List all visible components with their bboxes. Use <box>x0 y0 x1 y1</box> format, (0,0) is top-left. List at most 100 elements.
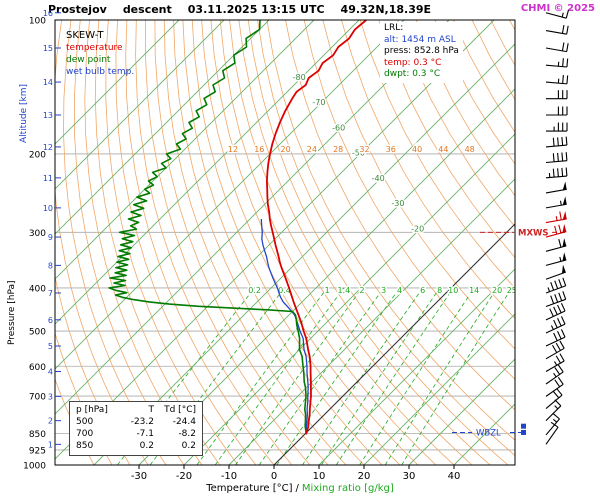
svg-text:0: 0 <box>271 471 277 482</box>
station-name: Prostejov <box>48 3 107 16</box>
wind-barbs <box>545 9 570 445</box>
temperature-axis-caption: Temperature [°C] <box>206 483 293 494</box>
svg-text:MXWS: MXWS <box>518 228 549 238</box>
svg-text:-30: -30 <box>131 471 147 482</box>
svg-text:28: 28 <box>333 145 343 154</box>
svg-text:100: 100 <box>29 17 46 27</box>
svg-text:1000: 1000 <box>23 462 46 472</box>
svg-text:-80: -80 <box>293 73 306 82</box>
table-header-row: p [hPa] T Td [°C] <box>76 404 196 416</box>
svg-text:11: 11 <box>43 174 53 183</box>
svg-text:850: 850 <box>29 430 46 440</box>
dewpoint-curve <box>108 20 308 435</box>
svg-text:500: 500 <box>29 328 46 338</box>
level-markers: MXWS WBZL <box>452 228 566 438</box>
svg-text:4: 4 <box>397 286 402 295</box>
watermark: CHMI © 2025 <box>520 3 595 14</box>
svg-text:30: 30 <box>403 471 416 482</box>
x-axis-caption: Temperature [°C] / Mixing ratio [g/kg] <box>0 483 600 494</box>
table-cell: 0.2 <box>139 441 154 451</box>
svg-text:5: 5 <box>48 342 53 351</box>
svg-text:10: 10 <box>313 471 326 482</box>
svg-text:WBZL: WBZL <box>476 428 501 438</box>
svg-text:14: 14 <box>43 78 53 87</box>
svg-text:12: 12 <box>43 143 53 152</box>
legend-item: temperature <box>66 43 123 53</box>
svg-text:20: 20 <box>281 145 291 154</box>
chart-legend-items: temperature dew point wet bulb temp. <box>66 42 134 78</box>
svg-text:0.2: 0.2 <box>248 286 261 295</box>
table-cell: Td [°C] <box>164 405 196 415</box>
svg-text:925: 925 <box>29 446 46 456</box>
svg-text:36: 36 <box>386 145 396 154</box>
svg-text:2: 2 <box>360 286 365 295</box>
table-cell: T <box>148 405 155 415</box>
sounding-table: p [hPa] T Td [°C] 500 -23.2 -24.4 700 -7.1 -8.2 8… <box>69 401 203 456</box>
svg-text:700: 700 <box>29 393 46 403</box>
svg-text:40: 40 <box>448 471 461 482</box>
info-line: temp: 0.3 °C <box>384 57 442 68</box>
svg-text:300: 300 <box>29 229 46 239</box>
svg-text:400: 400 <box>29 284 46 294</box>
svg-text:-40: -40 <box>372 174 385 183</box>
svg-text:600: 600 <box>29 363 46 373</box>
svg-text:-20: -20 <box>176 471 192 482</box>
svg-text:-30: -30 <box>391 199 404 208</box>
lrl-info-lines: alt: 1454 m ASL press: 852.8 hPa temp: 0.3… <box>384 35 459 81</box>
svg-text:6: 6 <box>48 316 53 325</box>
svg-text:12: 12 <box>228 145 238 154</box>
svg-text:3: 3 <box>381 286 386 295</box>
page-title: Prostejov descent 03.11.2025 13:15 UTC 49.3… <box>48 3 431 16</box>
table-cell: -24.4 <box>172 417 196 427</box>
info-line: dwpt: 0.3 °C <box>384 69 441 79</box>
svg-text:20: 20 <box>492 286 502 295</box>
table-cell: -23.2 <box>130 417 154 427</box>
svg-text:16: 16 <box>254 145 264 154</box>
pressure-axis-label: Pressure [hPa] <box>7 280 17 345</box>
table-cell: -7.1 <box>136 429 154 439</box>
svg-text:1: 1 <box>48 440 53 449</box>
station-coords: 49.32N,18.39E <box>340 3 432 16</box>
wetbulb-curve <box>260 218 309 435</box>
svg-text:2: 2 <box>48 417 53 426</box>
axes: 1002003004005006007008509251000123456789… <box>23 9 460 482</box>
svg-text:-50: -50 <box>352 149 365 158</box>
svg-text:14: 14 <box>469 286 479 295</box>
mixing-ratio-lines <box>117 287 513 465</box>
legend-item: wet bulb temp. <box>66 67 135 77</box>
svg-text:8: 8 <box>48 261 53 270</box>
legend-heading: SKEW-T <box>66 30 104 41</box>
svg-text:10: 10 <box>448 286 458 295</box>
svg-text:24: 24 <box>307 145 317 154</box>
svg-text:-70: -70 <box>312 98 325 107</box>
svg-text:20: 20 <box>358 471 371 482</box>
table-cell: -8.2 <box>178 429 196 439</box>
svg-text:7: 7 <box>48 289 53 298</box>
sounding-type: descent <box>122 3 172 16</box>
svg-text:9: 9 <box>48 233 53 242</box>
info-line: alt: 1454 m ASL <box>384 34 456 45</box>
svg-text:4: 4 <box>48 367 53 376</box>
dry-adiabats <box>55 20 515 465</box>
altitude-axis-label: Altitude [km] <box>19 83 29 143</box>
svg-text:32: 32 <box>359 145 369 154</box>
table-cell: 850 <box>76 441 94 451</box>
svg-text:1.4: 1.4 <box>337 286 350 295</box>
mixing-ratio-caption: Mixing ratio [g/kg] <box>301 483 394 494</box>
svg-text:16: 16 <box>43 9 53 18</box>
chart-legend: SKEW-T temperature dew point wet bulb temp… <box>66 30 134 78</box>
svg-text:-60: -60 <box>332 123 345 132</box>
lrl-heading: LRL: <box>384 23 404 33</box>
svg-text:1: 1 <box>325 286 330 295</box>
table-row: 500 -23.2 -24.4 <box>76 416 196 428</box>
svg-text:10: 10 <box>43 204 53 213</box>
svg-text:13: 13 <box>43 111 53 120</box>
svg-text:15: 15 <box>43 44 53 53</box>
svg-text:25: 25 <box>507 286 517 295</box>
info-line: press: 852.8 hPa <box>384 46 459 56</box>
svg-text:44: 44 <box>438 145 448 154</box>
isotherm-grid <box>55 20 515 465</box>
